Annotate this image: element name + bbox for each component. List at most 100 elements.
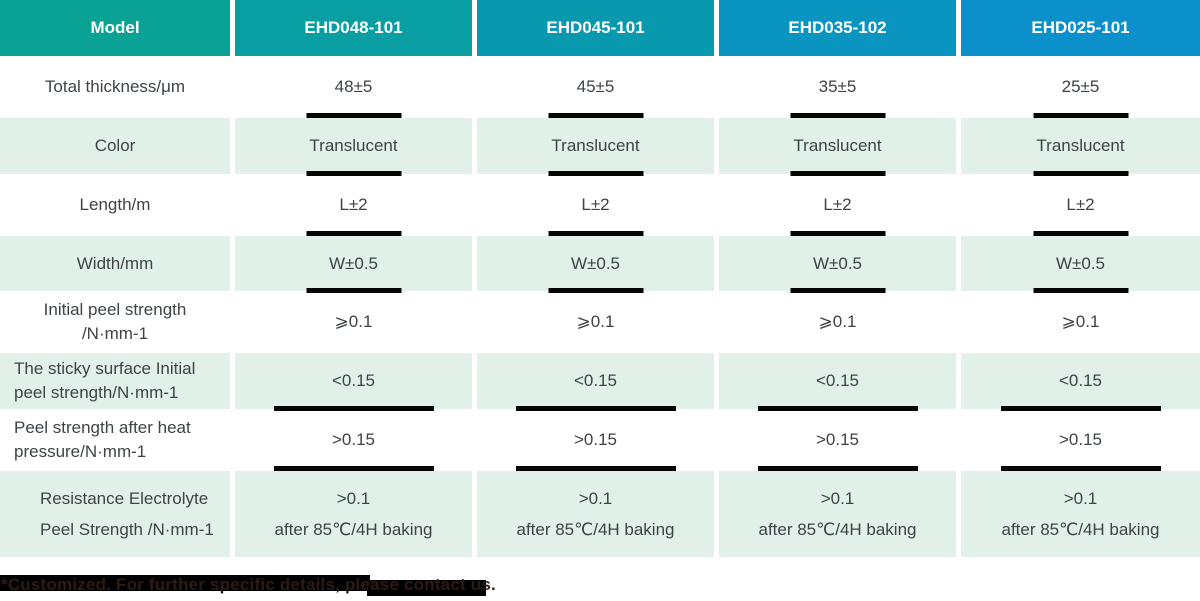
underline-bar	[548, 288, 643, 293]
value-text: <0.15	[331, 371, 375, 390]
cell-value: <0.15	[235, 353, 472, 411]
underline-bar	[790, 231, 885, 236]
cell-value: Translucent	[235, 118, 472, 176]
underline-bar	[1033, 171, 1128, 176]
value-text: Translucent	[309, 136, 398, 155]
row-label: Peel strength after heat pressure/N·mm-1	[14, 418, 191, 461]
value-text: Translucent	[1036, 136, 1125, 155]
underline-bar	[1000, 466, 1161, 471]
table-row-length: Length/m L±2 L±2 L±2 L±2	[0, 176, 1200, 236]
underline-bar	[757, 406, 918, 411]
cell-value: >0.15	[235, 411, 472, 471]
underline-bar	[306, 113, 401, 118]
cell-value: W±0.5	[961, 236, 1200, 293]
value-text: L±2	[339, 195, 368, 214]
cell-value: <0.15	[961, 353, 1200, 411]
value-text: >0.15	[331, 430, 375, 449]
product-spec-table: Model EHD048-101 EHD045-101 EHD035-102 E…	[0, 0, 1200, 559]
cell-value: ⩾0.1	[576, 312, 615, 331]
cell-value: Translucent	[477, 118, 714, 176]
value-text: <0.15	[573, 371, 617, 390]
value-text: 48±5	[334, 77, 373, 96]
table-row-color: Color Translucent Translucent Translucen…	[0, 116, 1200, 176]
cell-value: L±2	[477, 176, 714, 236]
cell-value: ⩾0.1	[334, 312, 373, 331]
underline-bar	[1033, 288, 1128, 293]
underline-bar	[757, 466, 918, 471]
value-text: Translucent	[551, 136, 640, 155]
value-text: >0.15	[1058, 430, 1102, 449]
row-label: Resistance Electrolyte Peel Strength /N·…	[0, 471, 230, 557]
cell-value: L±2	[235, 176, 472, 236]
underline-bar	[515, 406, 676, 411]
cell-value: ⩾0.1	[818, 312, 857, 331]
underline-bar	[1000, 406, 1161, 411]
table-header-row: Model EHD048-101 EHD045-101 EHD035-102 E…	[0, 0, 1200, 56]
table-row-width: Width/mm W±0.5 W±0.5 W±0.5 W±0.5	[0, 234, 1200, 293]
cell-value: Translucent	[719, 118, 956, 176]
value-text: 35±5	[818, 77, 857, 96]
value-text: L±2	[581, 195, 610, 214]
header-cell-ehd025: EHD025-101	[961, 0, 1200, 56]
cell-value: <0.15	[477, 353, 714, 411]
value-text: W±0.5	[570, 253, 620, 273]
row-label: Width/mm	[0, 236, 230, 291]
footnote-highlight-bar	[367, 580, 486, 596]
table-row-total-thickness: Total thickness/μm 48±5 45±5 35±5 25±5	[0, 58, 1200, 118]
underline-bar	[273, 406, 434, 411]
value-text: L±2	[1066, 195, 1095, 214]
row-label: Color	[0, 118, 230, 174]
underline-bar	[548, 231, 643, 236]
cell-value: <0.15	[719, 353, 956, 411]
value-text: L±2	[823, 195, 852, 214]
footnote-text: *Customized. For further specific detail…	[1, 575, 496, 594]
value-text: >0.15	[815, 430, 859, 449]
underline-bar	[1033, 113, 1128, 118]
cell-value: >0.15	[719, 411, 956, 471]
row-label: The sticky surface Initial peel strength…	[0, 353, 230, 409]
footnote: *Customized. For further specific detail…	[0, 574, 560, 598]
value-text: W±0.5	[328, 253, 378, 273]
header-cell-model: Model	[0, 0, 230, 56]
value-text: W±0.5	[1055, 253, 1105, 273]
underline-bar	[306, 231, 401, 236]
cell-value: >0.1 after 85℃/4H baking	[477, 471, 714, 557]
cell-value: Translucent	[961, 118, 1200, 176]
table-row-resistance-electrolyte: Resistance Electrolyte Peel Strength /N·…	[0, 469, 1200, 559]
value-text: 45±5	[576, 77, 615, 96]
underline-bar	[306, 288, 401, 293]
header-cell-ehd048: EHD048-101	[235, 0, 472, 56]
underline-bar	[790, 171, 885, 176]
cell-value: W±0.5	[719, 236, 956, 293]
cell-value: W±0.5	[477, 236, 714, 293]
cell-value: 48±5	[235, 58, 472, 118]
cell-value: L±2	[719, 176, 956, 236]
cell-value: 25±5	[961, 58, 1200, 118]
value-text: W±0.5	[812, 253, 862, 273]
row-label: Initial peel strength /N·mm-1	[43, 300, 187, 343]
underline-bar	[515, 466, 676, 471]
header-cell-ehd045: EHD045-101	[477, 0, 714, 56]
underline-bar	[1033, 231, 1128, 236]
footnote-highlight-bar	[0, 575, 370, 591]
underline-bar	[548, 171, 643, 176]
cell-value: >0.1 after 85℃/4H baking	[235, 471, 472, 557]
underline-bar	[790, 113, 885, 118]
underline-bar	[790, 288, 885, 293]
cell-value: >0.1 after 85℃/4H baking	[719, 471, 956, 557]
cell-value: >0.1 after 85℃/4H baking	[961, 471, 1200, 557]
cell-value: W±0.5	[235, 236, 472, 293]
cell-value: 45±5	[477, 58, 714, 118]
table-row-initial-peel-strength: Initial peel strength /N·mm-1 ⩾0.1 ⩾0.1 …	[0, 293, 1200, 351]
cell-value: ⩾0.1	[1061, 312, 1100, 331]
value-text: <0.15	[1058, 371, 1102, 390]
cell-value: L±2	[961, 176, 1200, 236]
cell-value: >0.15	[961, 411, 1200, 471]
cell-value: 35±5	[719, 58, 956, 118]
table-row-peel-after-heat: Peel strength after heat pressure/N·mm-1…	[0, 411, 1200, 471]
value-text: 25±5	[1061, 77, 1100, 96]
row-label: Length/m	[79, 195, 151, 214]
cell-value: >0.15	[477, 411, 714, 471]
value-text: Translucent	[793, 136, 882, 155]
